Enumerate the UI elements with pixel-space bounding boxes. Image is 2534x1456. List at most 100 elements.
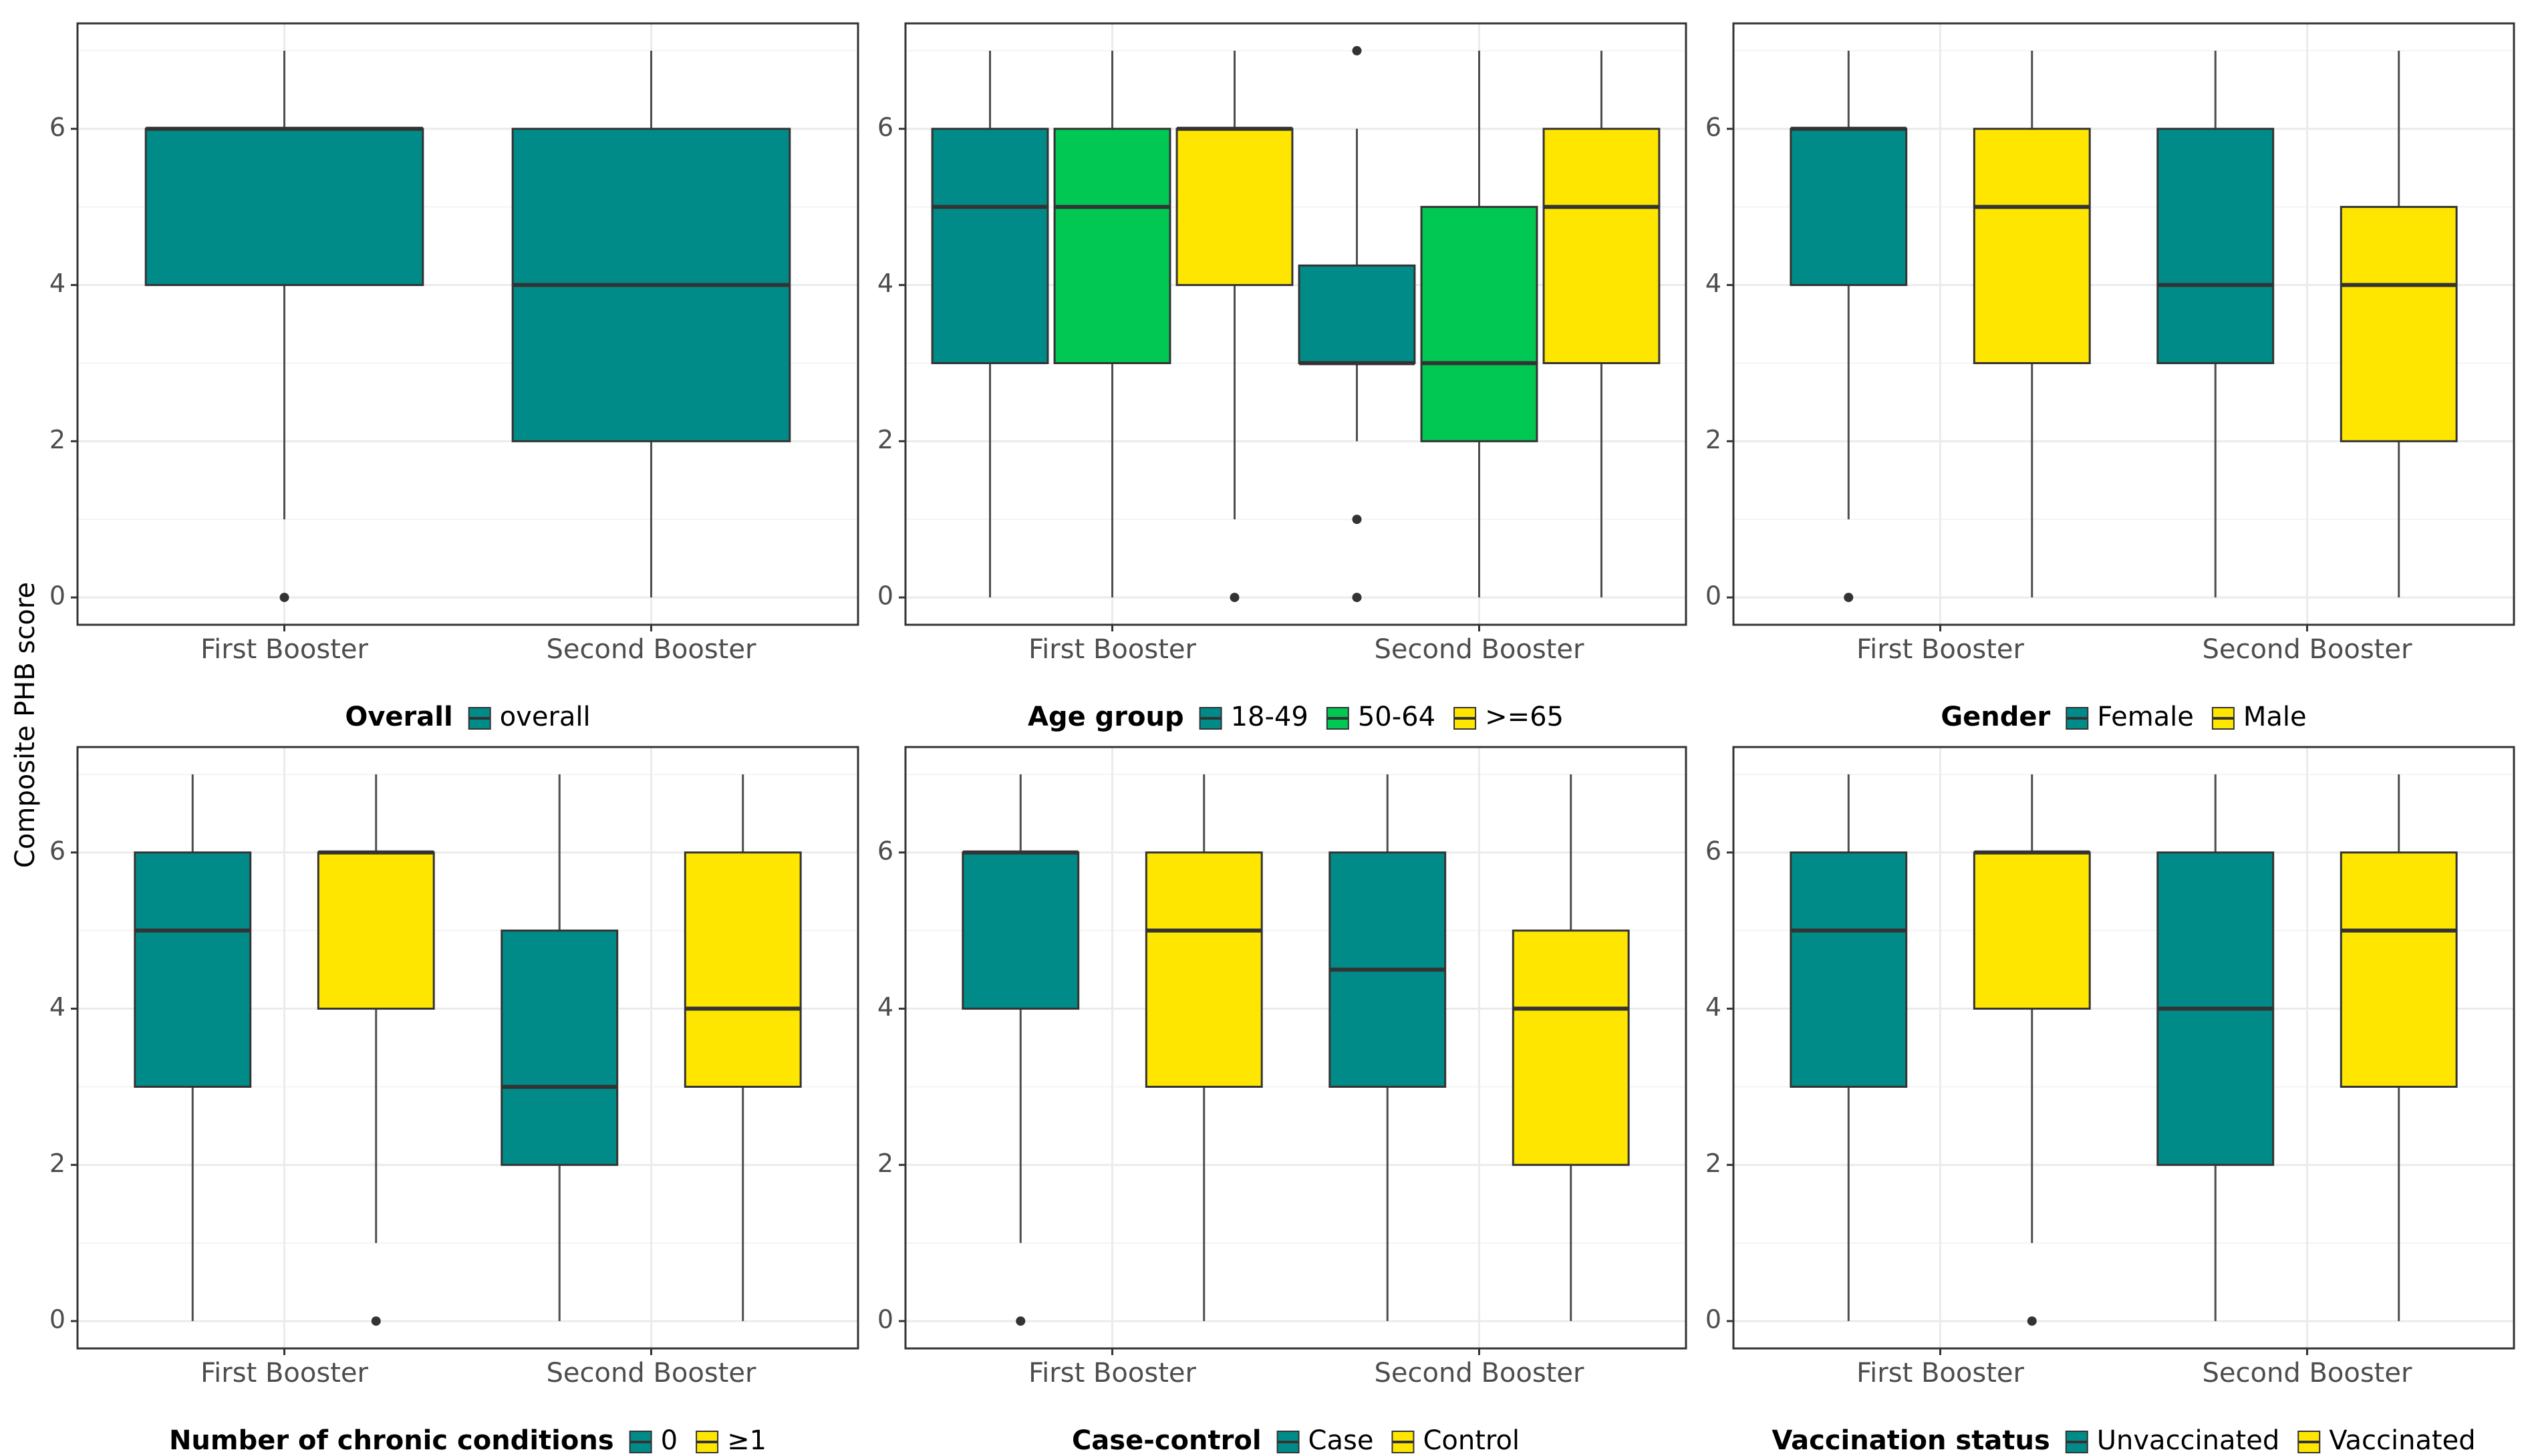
legend-label: Female [2097,702,2194,732]
legend-label: ≥1 [727,1425,766,1456]
box-first-booster-0 [134,774,252,1322]
outlier-point [2027,1316,2037,1326]
legend: Number of chronic conditions 0 ≥1 [169,1425,766,1456]
box-first-booster-Unvaccinated [1790,774,1908,1322]
legend-label: Male [2243,702,2307,732]
box-first-booster-Control [1145,774,1263,1322]
box-iqr [1512,929,1630,1166]
outlier-point [1352,45,1362,55]
box-iqr [1973,851,2091,1010]
box-second-booster-5064 [1420,50,1538,598]
panel-1: 0 2 4 6 First Booster Second Booster Overall ov… [49,22,859,732]
y-tick-label: 6 [1705,836,1721,865]
y-tick-label: 6 [49,836,65,865]
box-first-booster-Male [1973,50,2091,598]
box-iqr [1420,206,1538,442]
outlier-point [1844,593,1854,603]
legend: Gender Female Male [1941,702,2306,732]
legend-key [2065,1431,2088,1453]
legend-label: 0 [661,1425,678,1456]
panel-2: 0 2 4 6 First Booster Second Booster Age group… [877,22,1687,732]
box-second-booster-Female [2156,50,2275,598]
legend-label: 50-64 [1358,702,1435,732]
y-tick-label: 0 [1705,581,1721,611]
box-first-booster-Female [1790,50,1908,603]
box-iqr [931,128,1049,364]
y-tick-label: 0 [877,581,893,611]
outlier-point [1352,593,1362,603]
panel-border [904,746,1687,1350]
legend-title: Case-control [1072,1425,1262,1456]
legend: Age group 18-49 50-64 >=65 [1028,702,1564,732]
box-second-booster-Case [1328,774,1447,1322]
x-tick-label: Second Booster [2203,634,2412,665]
box-second-booster-Male [2340,50,2458,598]
box-first-booster-Vaccinated [1973,774,2091,1326]
box-second-booster-overall [511,50,791,598]
box-second-booster-65 [1542,50,1661,598]
box-iqr [2340,851,2458,1088]
box-iqr [144,128,424,287]
outlier-point [1230,593,1240,603]
box-iqr [501,929,619,1166]
x-tick-label: First Booster [200,1358,368,1389]
legend-key [1276,1431,1300,1453]
box-first-booster-Case [962,774,1080,1326]
panel-border [1732,22,2515,626]
box-second-booster-1849 [1298,45,1416,603]
x-tick-label: Second Booster [2203,1358,2412,1389]
y-tick-label: 2 [49,1149,65,1178]
x-tick-label: Second Booster [547,634,756,665]
legend-key [468,707,491,730]
legend-key [1391,1431,1415,1453]
box-iqr [1973,128,2091,364]
legend-title: Overall [345,702,452,732]
legend-key [2297,1431,2321,1453]
box-second-booster-Unvaccinated [2156,774,2275,1322]
box-second-booster-1 [684,774,802,1322]
box-first-booster-5064 [1053,50,1171,598]
box-iqr [134,851,252,1088]
legend-title: Gender [1941,702,2050,732]
x-tick-label: First Booster [1028,1358,1196,1389]
legend-label: Control [1423,1425,1520,1456]
y-tick-label: 6 [877,112,893,142]
y-tick-label: 0 [877,1305,893,1334]
y-tick-label: 4 [1705,992,1721,1022]
legend: Case-control Case Control [1072,1425,1520,1456]
box-iqr [684,851,802,1088]
y-tick-label: 2 [1705,1149,1721,1178]
panel-3: 0 2 4 6 First Booster Second Booster Gender Fem… [1705,22,2515,732]
y-tick-label: 2 [877,1149,893,1178]
y-axis-label: Composite PHB score [10,582,41,868]
x-tick-label: First Booster [200,634,368,665]
legend-label: >=65 [1485,702,1564,732]
legend-key [2066,707,2089,730]
box-iqr [1542,128,1661,364]
outlier-point [279,593,289,603]
y-tick-label: 6 [1705,112,1721,142]
box-second-booster-Vaccinated [2340,774,2458,1322]
x-tick-label: First Booster [1028,634,1196,665]
legend-key [696,1431,719,1453]
box-iqr [1053,128,1171,364]
x-tick-label: First Booster [1856,634,2024,665]
box-second-booster-0 [501,774,619,1322]
legend: Overall overall [345,702,590,732]
y-tick-label: 2 [49,425,65,454]
y-tick-label: 0 [49,1305,65,1334]
panel-6: 0 2 4 6 First Booster Second Booster Vaccinati… [1705,746,2515,1456]
legend-title: Age group [1028,702,1184,732]
outlier-point [1016,1316,1026,1326]
box-first-booster-1849 [931,50,1049,598]
box-iqr [317,851,435,1010]
panel-border [904,22,1687,626]
panel-border [76,22,859,626]
legend-label: Unvaccinated [2097,1425,2279,1456]
legend-label: Case [1308,1425,1374,1456]
outlier-point [1352,515,1362,525]
y-tick-label: 6 [877,836,893,865]
legend-title: Vaccination status [1772,1425,2050,1456]
box-first-booster-65 [1175,50,1294,603]
